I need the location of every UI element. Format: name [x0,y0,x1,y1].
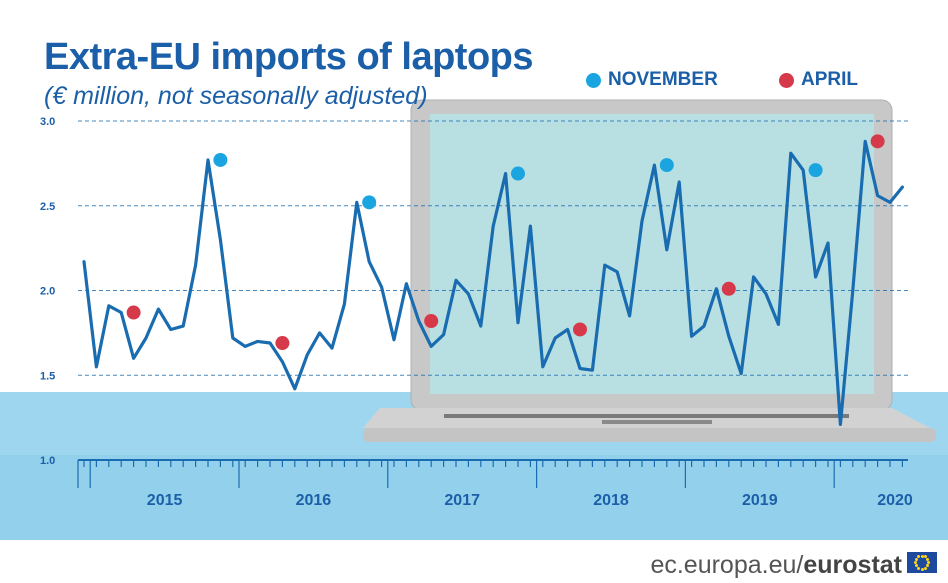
legend-november-label: NOVEMBER [608,69,718,90]
y-tick-label: 3.0 [40,116,55,128]
eu-star [914,564,918,568]
highlight-markers [126,134,885,351]
eu-star [923,555,927,559]
x-tick-label: 2020 [877,492,913,509]
legend-april-marker [779,72,794,88]
x-tick-label: 2016 [296,492,332,509]
y-axis-ticks: 3.0 2.5 2.0 1.5 1.0 [40,116,55,467]
x-tick-label: 2015 [147,492,183,509]
footer-source: ec.europa.eu/eurostat [650,551,902,580]
eu-star [914,561,917,564]
footer-domain: ec.europa.eu/ [650,551,804,579]
eu-flag-icon [907,552,937,573]
chart-title: Extra-EU imports of laptops [44,36,534,78]
april-marker [424,314,439,329]
eu-star [917,555,921,559]
november-marker [213,152,228,167]
legend-item-november: NOVEMBER [586,69,718,91]
x-tick-label: 2017 [444,492,480,509]
april-marker [275,336,290,351]
eu-star [923,566,927,570]
eu-star [920,554,924,558]
x-tick-label: 2019 [742,492,778,509]
laptop-illustration [363,99,936,442]
eu-star [920,567,924,571]
y-tick-label: 1.5 [40,370,55,382]
footer-brand: eurostat [803,551,902,579]
x-tick-label: 2018 [593,492,629,509]
november-marker [659,158,674,173]
laptop-front [363,428,936,442]
y-tick-label: 2.5 [40,201,55,213]
chart-subtitle: (€ million, not seasonally adjusted) [44,82,428,110]
laptop-touchpad [602,420,712,424]
y-tick-label: 1.0 [40,455,55,467]
eu-star [926,557,930,561]
eu-star [914,557,918,561]
background-band-lower [0,455,948,540]
gridlines [78,120,908,376]
x-axis: 2015 2016 2017 2018 2019 2020 [77,459,913,509]
legend-november-marker [586,72,601,88]
november-marker [362,195,377,210]
november-marker [808,163,823,178]
y-tick-label: 2.0 [40,286,55,298]
laptop-screen [430,114,874,394]
april-marker [721,281,736,296]
november-marker [511,166,525,181]
april-marker [126,305,141,320]
eu-star [927,561,930,564]
april-marker [573,322,587,337]
laptop-keyboard-slot [444,414,849,418]
legend-april-label: APRIL [801,69,858,90]
eu-star [917,566,921,570]
series-line [82,139,905,426]
legend-item-april: APRIL [779,69,858,91]
eu-star [926,564,930,568]
april-marker [870,134,885,149]
